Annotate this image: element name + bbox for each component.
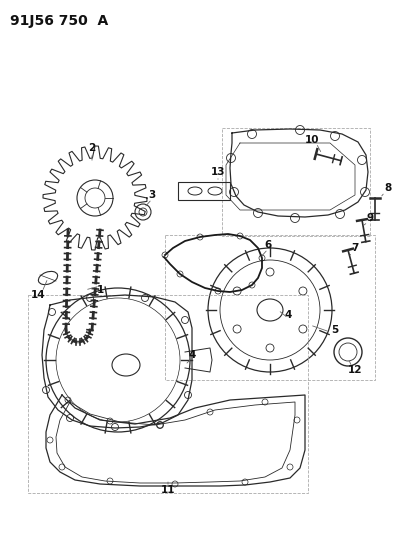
Text: 1: 1 <box>96 285 103 295</box>
Text: 3: 3 <box>148 190 155 200</box>
Text: 14: 14 <box>30 290 45 300</box>
Text: 9: 9 <box>366 213 373 223</box>
Text: 7: 7 <box>350 243 358 253</box>
Text: 8: 8 <box>383 183 391 193</box>
Bar <box>28 295 307 493</box>
Text: 12: 12 <box>347 365 361 375</box>
Text: 5: 5 <box>330 325 338 335</box>
Bar <box>164 235 374 380</box>
Text: 10: 10 <box>304 135 318 145</box>
Text: 2: 2 <box>88 143 95 153</box>
Text: 91J56 750  A: 91J56 750 A <box>10 14 108 28</box>
Bar <box>178 182 229 200</box>
Text: 6: 6 <box>264 240 271 250</box>
Text: 13: 13 <box>210 167 225 177</box>
Text: 4: 4 <box>188 350 195 360</box>
Text: 4: 4 <box>284 310 291 320</box>
Text: 11: 11 <box>160 485 175 495</box>
Bar <box>221 128 369 236</box>
